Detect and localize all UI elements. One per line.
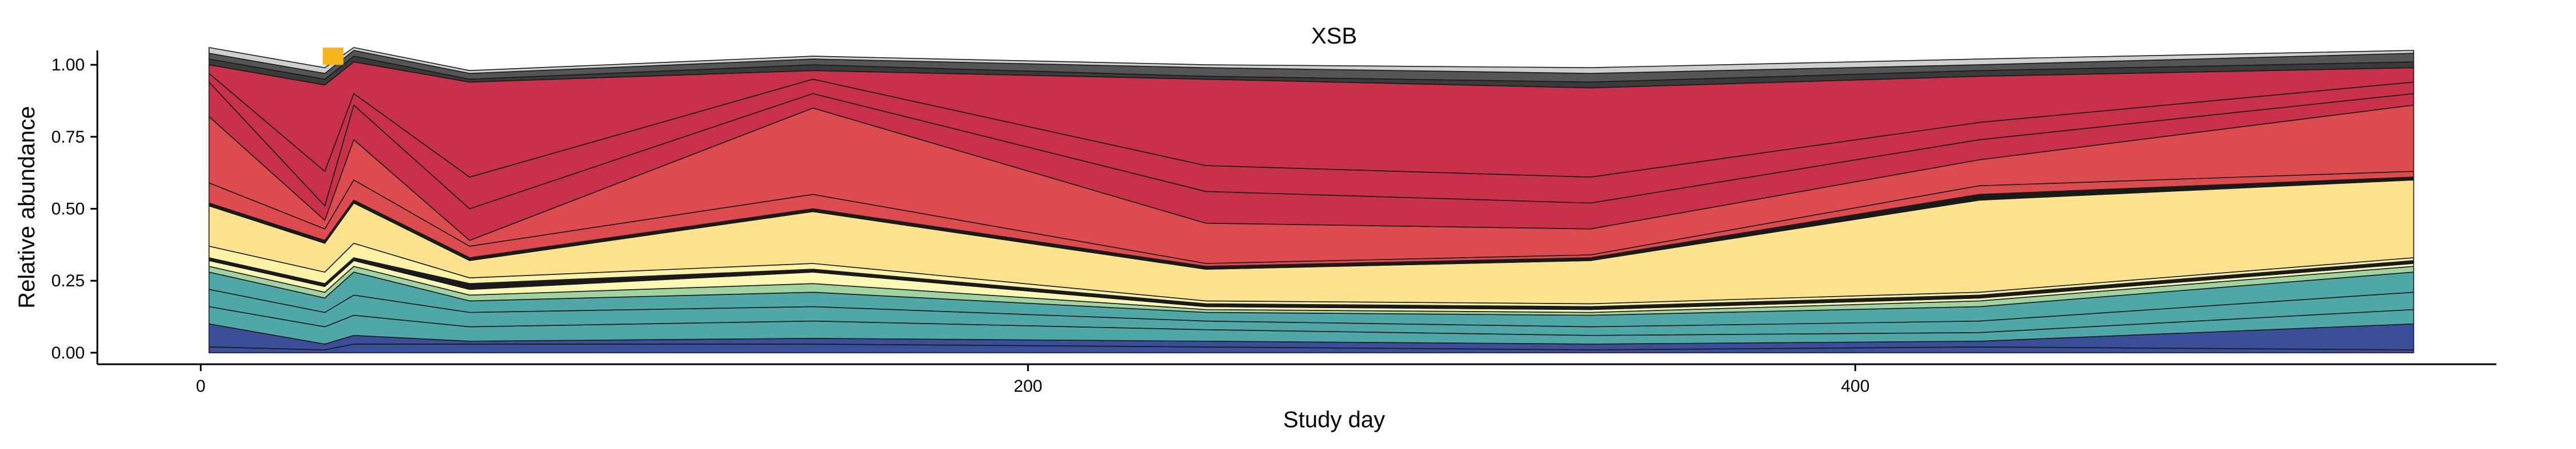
x-tick-label: 0 (196, 377, 206, 396)
timepoint-marker (322, 48, 344, 65)
area-layer-19 (208, 47, 2415, 74)
x-axis-label: Study day (1283, 407, 1385, 432)
y-tick-label: 1.00 (52, 56, 85, 74)
x-tick-label: 200 (1013, 377, 1042, 396)
chart-title: XSB (1311, 23, 1357, 49)
y-axis-label: Relative abundance (14, 106, 40, 309)
y-tick-label: 0.75 (52, 128, 85, 147)
y-tick-label: 0.25 (52, 271, 85, 290)
axes-layer: 0.00 0.25 0.50 0.75 1.00 0 200 400 (52, 50, 2496, 396)
areas-layer (208, 47, 2415, 353)
y-tick-label: 0.50 (52, 200, 85, 219)
x-tick-label: 400 (1841, 377, 1869, 396)
y-tick-label: 0.00 (52, 344, 85, 363)
